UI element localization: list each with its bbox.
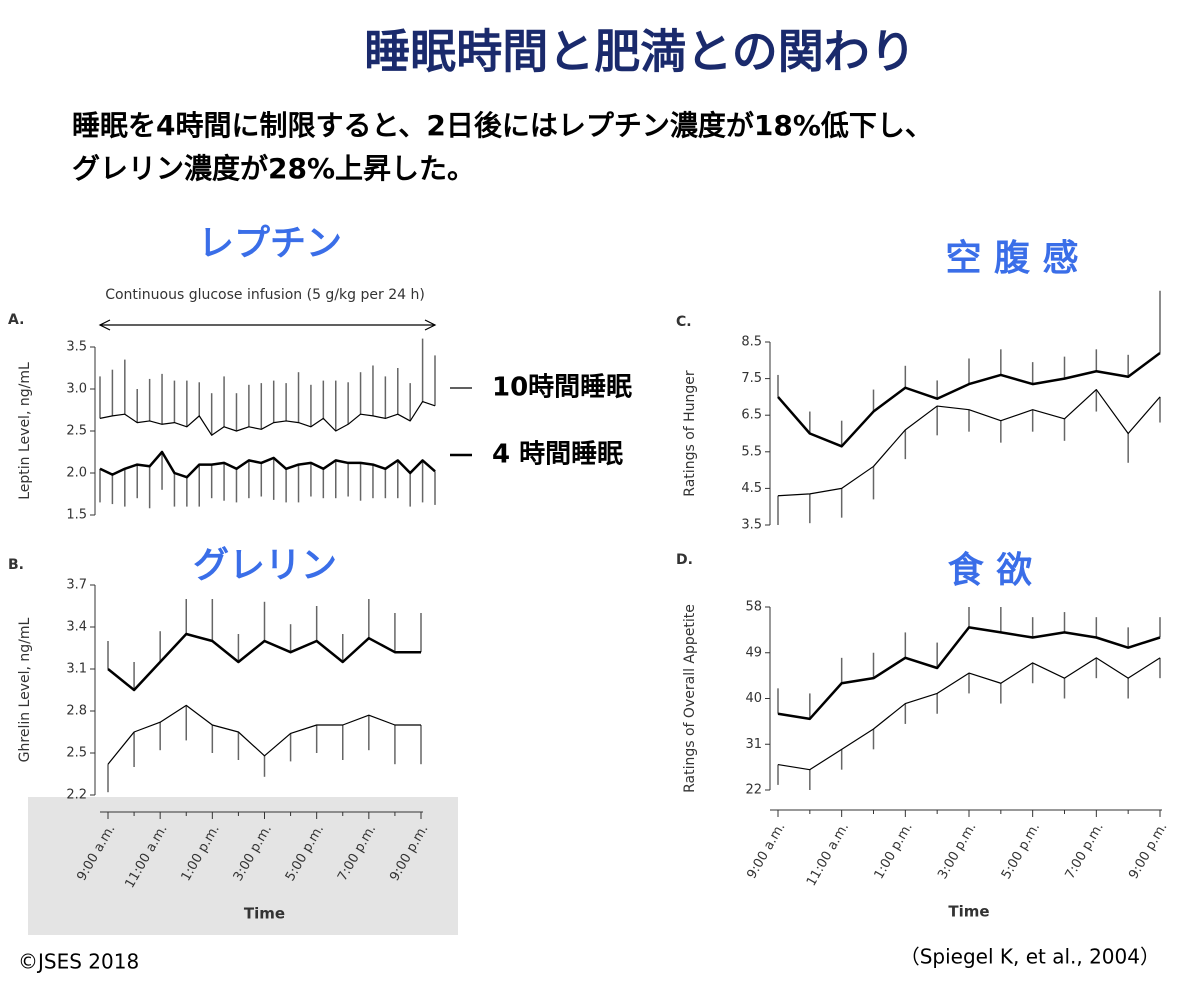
data-line <box>777 351 1161 448</box>
copyright: ©JSES 2018 <box>18 950 139 974</box>
data-line <box>107 632 421 692</box>
panel-label: A. <box>8 312 24 328</box>
y-tick-label: 7.5 <box>741 371 762 386</box>
y-tick-label: 8.5 <box>741 335 762 350</box>
panel-label: D. <box>676 552 693 568</box>
legend-label: 4 時間睡眠 <box>492 440 623 470</box>
subtitle-line: グレリン濃度が28%上昇した。 <box>72 152 475 185</box>
y-tick-label: 4.5 <box>741 481 762 496</box>
y-axis-label: Ratings of Hunger <box>682 370 698 497</box>
y-tick-label: 3.7 <box>66 578 87 593</box>
data-line <box>777 388 1161 497</box>
chart-title: レプチン <box>198 223 342 264</box>
data-line <box>107 704 421 765</box>
y-tick-label: 22 <box>745 783 762 798</box>
data-line <box>99 401 436 436</box>
y-tick-label: 2.5 <box>66 424 87 439</box>
x-tick-label: 3:00 p.m. <box>935 820 979 882</box>
y-tick-label: 2.0 <box>66 466 87 481</box>
y-tick-label: 5.5 <box>741 444 762 459</box>
annotation: Continuous glucose infusion (5 g/kg per … <box>105 287 425 303</box>
infusion-arrow <box>98 319 437 331</box>
x-axis-label: Time <box>948 903 989 921</box>
y-tick-label: 2.2 <box>66 788 87 803</box>
x-tick-label: 9:00 a.m. <box>744 820 788 881</box>
y-tick-label: 3.5 <box>66 340 87 355</box>
panel-label: B. <box>8 557 24 573</box>
data-line <box>99 450 436 479</box>
y-tick-label: 58 <box>745 600 762 615</box>
panel-label: C. <box>676 314 692 330</box>
slide-title: 睡眠時間と肥満との関わり <box>364 25 916 79</box>
y-tick-label: 1.5 <box>66 508 87 523</box>
x-tick-label: 9:00 p.m. <box>1126 820 1170 882</box>
chart-title: 空 腹 感 <box>945 238 1078 279</box>
x-tick-label: 5:00 p.m. <box>999 820 1043 882</box>
y-tick-label: 3.5 <box>741 518 762 533</box>
y-tick-label: 3.1 <box>66 662 87 677</box>
y-axis-label: Ratings of Overall Appetite <box>682 604 698 793</box>
data-line <box>777 657 1161 771</box>
y-tick-label: 49 <box>745 645 762 660</box>
subtitle-line: 睡眠を4時間に制限すると、2日後にはレプチン濃度が18%低下し、 <box>72 109 933 142</box>
y-tick-label: 3.4 <box>66 620 87 635</box>
y-axis-label: Ghrelin Level, ng/mL <box>17 617 33 762</box>
source: （Spiegel K, et al., 2004） <box>900 945 1160 969</box>
y-tick-label: 2.5 <box>66 746 87 761</box>
legend-label: 10時間睡眠 <box>492 373 632 403</box>
x-tick-label: 11:00 a.m. <box>804 820 852 889</box>
y-tick-label: 40 <box>745 691 762 706</box>
x-axis-label: Time <box>244 905 285 923</box>
y-tick-label: 6.5 <box>741 408 762 423</box>
y-axis-label: Leptin Level, ng/mL <box>17 362 33 500</box>
y-tick-label: 3.0 <box>66 382 87 397</box>
axis-background <box>28 797 458 935</box>
x-tick-label: 7:00 p.m. <box>1063 820 1107 882</box>
y-tick-label: 31 <box>745 737 762 752</box>
chart-title: グレリン <box>193 545 337 586</box>
y-tick-label: 2.8 <box>66 704 87 719</box>
chart-title: 食 欲 <box>948 550 1033 591</box>
x-tick-label: 1:00 p.m. <box>872 820 916 882</box>
data-line <box>777 626 1161 721</box>
